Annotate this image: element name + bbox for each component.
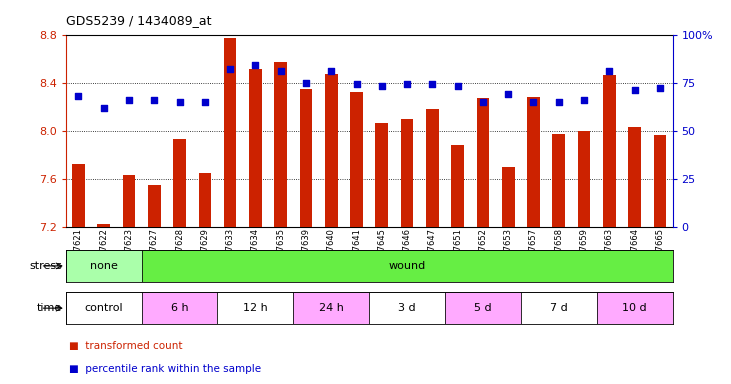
- Point: [502, 91, 514, 97]
- Bar: [502, 167, 515, 227]
- Point: [249, 62, 261, 68]
- Bar: [596, 292, 673, 324]
- Bar: [218, 292, 293, 324]
- Bar: [300, 89, 312, 227]
- Bar: [553, 134, 565, 227]
- Point: [553, 99, 564, 105]
- Point: [578, 97, 590, 103]
- Text: 5 d: 5 d: [474, 303, 492, 313]
- Point: [174, 99, 186, 105]
- Bar: [445, 292, 521, 324]
- Text: none: none: [90, 261, 118, 271]
- Bar: [603, 75, 616, 227]
- Text: 7 d: 7 d: [550, 303, 568, 313]
- Text: 10 d: 10 d: [622, 303, 647, 313]
- Point: [401, 81, 413, 88]
- Text: time: time: [37, 303, 62, 313]
- Bar: [654, 136, 666, 227]
- Text: 3 d: 3 d: [398, 303, 416, 313]
- Bar: [577, 131, 591, 227]
- Bar: [401, 119, 414, 227]
- Text: ■  percentile rank within the sample: ■ percentile rank within the sample: [69, 364, 262, 374]
- Bar: [350, 92, 363, 227]
- Bar: [142, 250, 673, 282]
- Bar: [477, 98, 489, 227]
- Bar: [148, 185, 161, 227]
- Bar: [199, 172, 211, 227]
- Point: [224, 66, 236, 72]
- Point: [528, 99, 539, 105]
- Point: [199, 99, 211, 105]
- Point: [604, 68, 616, 74]
- Bar: [451, 145, 464, 227]
- Point: [351, 81, 363, 88]
- Text: 24 h: 24 h: [319, 303, 344, 313]
- Point: [426, 81, 438, 88]
- Bar: [97, 224, 110, 227]
- Bar: [527, 97, 539, 227]
- Text: wound: wound: [388, 261, 425, 271]
- Text: control: control: [84, 303, 123, 313]
- Bar: [123, 175, 135, 227]
- Text: 12 h: 12 h: [243, 303, 268, 313]
- Point: [325, 68, 337, 74]
- Bar: [249, 70, 262, 227]
- Bar: [376, 123, 388, 227]
- Bar: [628, 127, 641, 227]
- Bar: [224, 38, 236, 227]
- Bar: [72, 164, 85, 227]
- Point: [629, 87, 640, 93]
- Point: [148, 97, 160, 103]
- Text: stress: stress: [29, 261, 62, 271]
- Bar: [520, 292, 596, 324]
- Point: [376, 83, 387, 89]
- Bar: [142, 292, 218, 324]
- Point: [98, 104, 110, 111]
- Bar: [274, 62, 287, 227]
- Point: [452, 83, 463, 89]
- Text: GDS5239 / 1434089_at: GDS5239 / 1434089_at: [66, 14, 211, 27]
- Point: [275, 68, 287, 74]
- Bar: [173, 139, 186, 227]
- Bar: [66, 250, 142, 282]
- Text: ■  transformed count: ■ transformed count: [69, 341, 183, 351]
- Bar: [369, 292, 445, 324]
- Point: [654, 85, 666, 91]
- Point: [72, 93, 84, 99]
- Point: [123, 97, 135, 103]
- Bar: [426, 109, 439, 227]
- Bar: [293, 292, 369, 324]
- Text: 6 h: 6 h: [171, 303, 189, 313]
- Point: [477, 99, 489, 105]
- Bar: [66, 292, 142, 324]
- Bar: [325, 74, 338, 227]
- Point: [300, 79, 312, 86]
